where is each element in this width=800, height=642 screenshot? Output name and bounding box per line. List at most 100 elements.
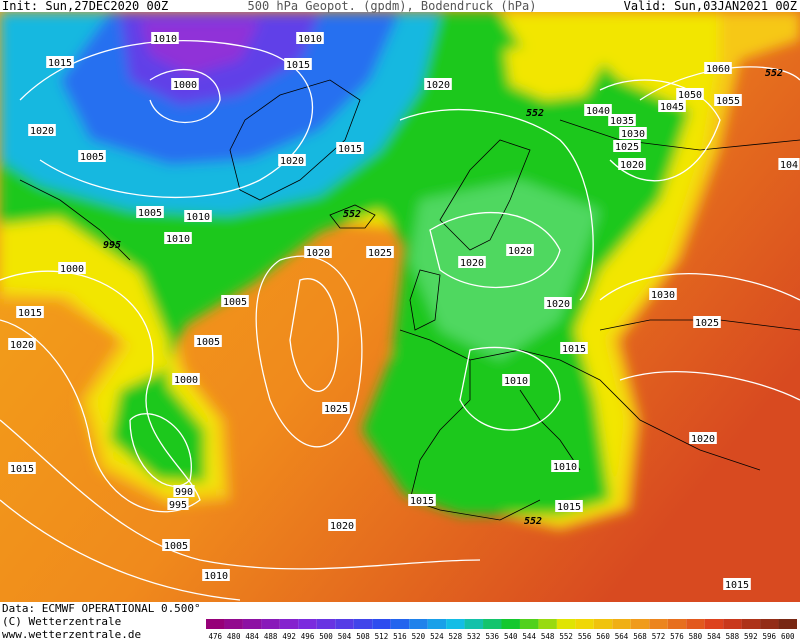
isobar-label: 1000 <box>173 80 197 91</box>
isobar-label: 552 <box>526 108 544 119</box>
colorbar-label: 552 <box>559 632 573 641</box>
isobar-label: 1005 <box>196 337 220 348</box>
label-box <box>704 62 732 74</box>
isobar-label: 1015 <box>286 60 310 71</box>
label-box <box>164 232 192 244</box>
colorbar-swatch <box>464 619 484 629</box>
colorbar-swatch <box>741 619 761 629</box>
colorbar-swatch <box>261 619 280 629</box>
isobar-label: 1030 <box>621 129 645 140</box>
label-box <box>173 485 195 497</box>
isobar-label: 1025 <box>368 248 392 259</box>
isobar-label: 104 <box>780 160 798 171</box>
label-box <box>328 519 356 531</box>
valid-time: Valid: Sun,03JAN2021 00Z <box>624 0 797 13</box>
colorbar-label: 500 <box>319 632 333 641</box>
label-box <box>544 297 572 309</box>
colorbar-swatch <box>575 619 594 629</box>
label-box <box>336 142 364 154</box>
label-box <box>221 295 249 307</box>
isobar-label: 1020 <box>306 248 330 259</box>
label-box <box>184 210 212 222</box>
colorbar-swatch <box>224 619 243 629</box>
isobar-label: 1015 <box>18 308 42 319</box>
isobar-label: 1010 <box>553 462 577 473</box>
isobar-label: 1010 <box>186 212 210 223</box>
colorbar-label: 568 <box>633 632 647 641</box>
label-box <box>714 94 742 106</box>
isobar-label: 1005 <box>80 152 104 163</box>
isobar-label: 1010 <box>298 34 322 45</box>
colorbar-label: 560 <box>596 632 610 641</box>
colorbar-swatch <box>723 619 742 629</box>
label-box <box>658 100 686 112</box>
isobar-label: 1020 <box>426 80 450 91</box>
colorbar-label: 548 <box>541 632 555 641</box>
isobar-label: 1035 <box>610 116 634 127</box>
website: www.wetterzentrale.de <box>2 628 141 641</box>
colorbar-swatch <box>519 619 539 629</box>
isobar-label: 995 <box>169 500 187 511</box>
colorbar-swatch <box>427 619 447 629</box>
colorbar-swatch <box>630 619 650 629</box>
label-box <box>723 578 751 590</box>
label-box <box>608 114 636 126</box>
colorbar-label: 476 <box>208 632 222 641</box>
label-box <box>8 338 36 350</box>
isobar-label: 1020 <box>546 299 570 310</box>
label-box <box>322 402 350 414</box>
isobar-label: 1020 <box>10 340 34 351</box>
isobar-label: 1020 <box>30 126 54 137</box>
isobar-label: 1000 <box>60 264 84 275</box>
isobar-label: 1005 <box>223 297 247 308</box>
colorbar-label: 504 <box>338 632 352 641</box>
isobar-label: 1030 <box>651 290 675 301</box>
label-box <box>649 288 677 300</box>
colorbar-swatch <box>316 619 336 629</box>
colorbar-swatch <box>686 619 705 629</box>
label-box <box>618 158 646 170</box>
colorbar-swatch <box>298 619 317 629</box>
label-box <box>366 246 394 258</box>
isobar-label: 995 <box>103 240 121 251</box>
colorbar-label: 536 <box>485 632 499 641</box>
isobar-label: 1015 <box>725 580 749 591</box>
colorbar-label: 556 <box>578 632 592 641</box>
colorbar: 476 480 484 488 492 496 500 504 508 512 516 520 524 5… <box>206 619 797 641</box>
isobar-label: 1005 <box>138 208 162 219</box>
isobar-label: 1025 <box>615 142 639 153</box>
isobar-label: 1005 <box>164 541 188 552</box>
label-box <box>506 244 534 256</box>
colorbar-swatch <box>409 619 428 629</box>
label-box <box>560 342 588 354</box>
colorbar-label: 544 <box>522 632 536 641</box>
colorbar-swatch <box>649 619 668 629</box>
colorbar-swatch <box>704 619 724 629</box>
isobar-label: 1015 <box>410 496 434 507</box>
colorbar-label: 576 <box>670 632 684 641</box>
colorbar-swatch <box>538 619 557 629</box>
colorbar-swatch <box>556 619 576 629</box>
label-box <box>619 127 647 139</box>
isobar-label: 1040 <box>586 106 610 117</box>
data-source: Data: ECMWF OPERATIONAL 0.500° <box>2 602 201 615</box>
init-time: Init: Sun,27DEC2020 00Z <box>2 0 168 13</box>
colorbar-swatch <box>778 619 797 629</box>
isobar-label: 1025 <box>324 404 348 415</box>
colorbar-label: 480 <box>227 632 241 641</box>
colorbar-label: 532 <box>467 632 481 641</box>
colorbar-swatch <box>593 619 613 629</box>
label-box <box>693 316 721 328</box>
isobars <box>0 39 800 601</box>
label-box <box>502 374 530 386</box>
colorbar-label: 528 <box>449 632 463 641</box>
label-box <box>172 373 200 385</box>
label-box <box>296 32 324 44</box>
colorbar-label: 516 <box>393 632 407 641</box>
colorbar-swatch <box>446 619 465 629</box>
label-box <box>278 154 306 166</box>
isobar-label: 1010 <box>204 571 228 582</box>
colorbar-swatch <box>501 619 520 629</box>
label-box <box>584 104 612 116</box>
isobar-labels: 1010 1010 1015 1015 1000 1020 1020 1015 1005 1020… <box>8 32 800 591</box>
